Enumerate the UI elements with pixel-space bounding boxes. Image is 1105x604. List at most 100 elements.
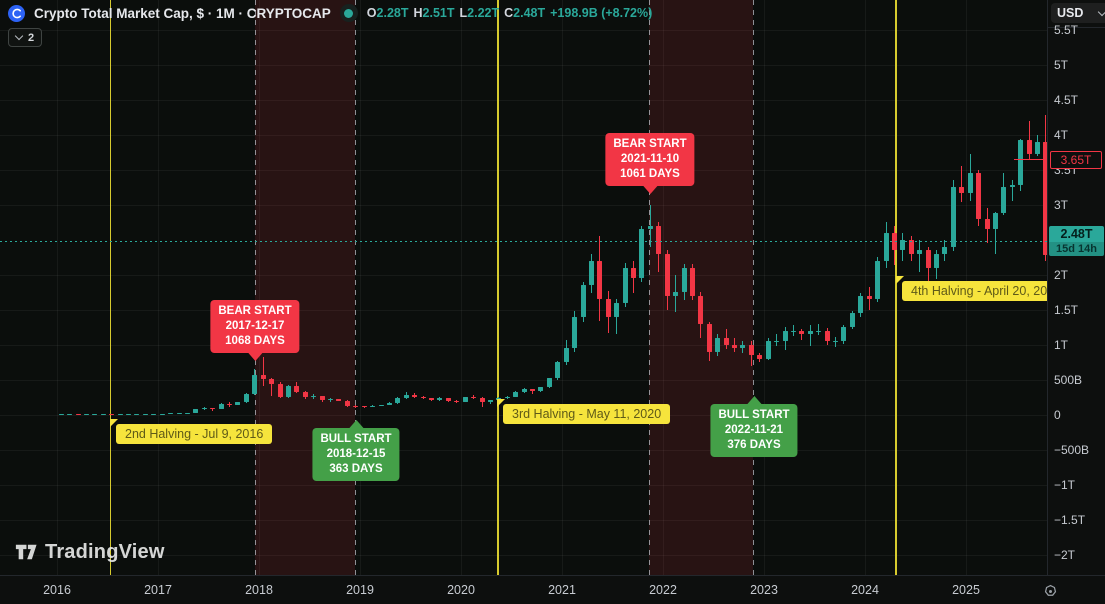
change-value: +198.9B (+8.72%) — [550, 6, 653, 20]
candle — [555, 361, 561, 379]
candle — [353, 405, 359, 407]
gridline-v — [158, 0, 159, 575]
candle-wick — [818, 323, 820, 336]
gridline-h — [0, 485, 1047, 486]
symbol-legend[interactable]: Crypto Total Market Cap, $ · 1M · CRYPTO… — [8, 3, 652, 23]
candle — [875, 260, 881, 300]
gridline-v — [259, 0, 260, 575]
candle — [849, 313, 855, 328]
candle — [757, 355, 763, 359]
gridline-h — [0, 205, 1047, 206]
candle — [790, 330, 796, 332]
candle — [285, 385, 291, 397]
currency-selector-button[interactable]: USD — [1051, 3, 1105, 23]
candle — [631, 267, 637, 279]
price-axis[interactable]: USD 5.5T 5T 4.5T 4T 3.5T 3T 2T 1.5T 1T 500B 0 −500B… — [1047, 0, 1105, 575]
gridline-h — [0, 310, 1047, 311]
chart-settings-gear-icon[interactable] — [1043, 584, 1058, 599]
year-label: 2022 — [649, 583, 677, 597]
candle — [252, 374, 258, 395]
price-axis-label: 0 — [1054, 408, 1061, 422]
trend-start-line — [752, 0, 754, 575]
high-label: H — [413, 6, 423, 20]
candle — [706, 323, 712, 352]
candle — [109, 414, 115, 416]
candle — [816, 330, 822, 332]
candle — [530, 389, 536, 391]
year-label: 2024 — [851, 583, 879, 597]
candle-wick — [961, 166, 963, 202]
candle — [689, 267, 695, 296]
candle-wick — [330, 398, 332, 403]
candle — [858, 295, 864, 314]
year-label: 2019 — [346, 583, 374, 597]
last-price-value: 2.48T — [1049, 226, 1104, 242]
bull-start-2018-label[interactable]: BULL START 2018-12-15 363 DAYS — [312, 420, 400, 481]
collapse-indicators-button[interactable]: 2 — [8, 28, 43, 47]
candle — [370, 405, 376, 407]
candle — [429, 398, 435, 400]
symbol-title[interactable]: Crypto Total Market Cap, $ · 1M · CRYPTO… — [34, 5, 331, 21]
candle — [521, 389, 527, 392]
candle — [614, 302, 620, 317]
candle — [445, 398, 451, 401]
candle — [496, 397, 502, 401]
candle — [168, 413, 174, 415]
candle — [311, 396, 317, 398]
bull-start-2022-label[interactable]: BULL START 2022-11-21 376 DAYS — [710, 396, 798, 457]
candle — [647, 225, 653, 230]
candle — [117, 414, 123, 416]
candle — [92, 414, 98, 416]
candle — [992, 212, 998, 230]
gridline-v — [663, 0, 664, 575]
bear-start-2017-label[interactable]: BEAR START 2017-12-17 1068 DAYS — [210, 300, 300, 361]
candle — [908, 239, 914, 254]
pointer-upleft-icon — [110, 419, 118, 427]
candle — [134, 414, 140, 416]
candle — [681, 267, 687, 293]
bear-start-2021-label[interactable]: BEAR START 2021-11-10 1061 DAYS — [605, 133, 695, 194]
candle — [597, 260, 603, 300]
gridline-v — [461, 0, 462, 575]
candle — [799, 330, 805, 335]
candle — [210, 408, 216, 409]
candle-wick — [212, 407, 214, 411]
candle — [925, 250, 931, 268]
time-axis[interactable]: 2016 2017 2018 2019 2020 2021 2022 2023 2024 2025 — [0, 575, 1105, 604]
candle — [395, 397, 401, 404]
candle — [622, 267, 628, 303]
ohlc-readout: O 2.28T H 2.51T L 2.22T C 2.48T +198.9B … — [367, 6, 652, 20]
price-axis-label: −1.5T — [1054, 513, 1086, 527]
candle — [917, 250, 923, 254]
current-price-line — [0, 241, 1047, 242]
price-axis-label: 500B — [1054, 373, 1083, 387]
year-label: 2016 — [43, 583, 71, 597]
candle — [673, 292, 679, 296]
last-price-label: 2.48T 15d 14h — [1049, 226, 1104, 256]
candle — [58, 414, 64, 416]
second-halving-label[interactable]: 2nd Halving - Jul 9, 2016 — [110, 419, 273, 444]
gridline-v — [562, 0, 563, 575]
close-label: C — [504, 6, 514, 20]
candle — [698, 295, 704, 324]
candle — [732, 344, 738, 349]
year-label: 2025 — [952, 583, 980, 597]
candle — [841, 327, 847, 342]
fourth-halving-label[interactable]: 4th Halving - April 20, 20 — [896, 276, 1047, 301]
candle — [740, 344, 746, 349]
gridline-h — [0, 555, 1047, 556]
candle — [126, 414, 132, 416]
candle — [563, 348, 569, 362]
candle — [1018, 139, 1024, 186]
candle — [193, 409, 199, 413]
chart-area[interactable]: Crypto Total Market Cap, $ · 1M · CRYPTO… — [0, 0, 1047, 575]
tradingview-watermark[interactable]: TradingView — [13, 540, 165, 565]
price-axis-label: 5.5T — [1054, 23, 1079, 37]
candle — [765, 341, 771, 359]
candle — [277, 384, 283, 397]
candle — [487, 400, 493, 403]
third-halving-label[interactable]: 3rd Halving - May 11, 2020 — [497, 399, 671, 424]
candle — [420, 396, 426, 399]
alert-price-label[interactable]: 3.65T — [1050, 151, 1102, 169]
